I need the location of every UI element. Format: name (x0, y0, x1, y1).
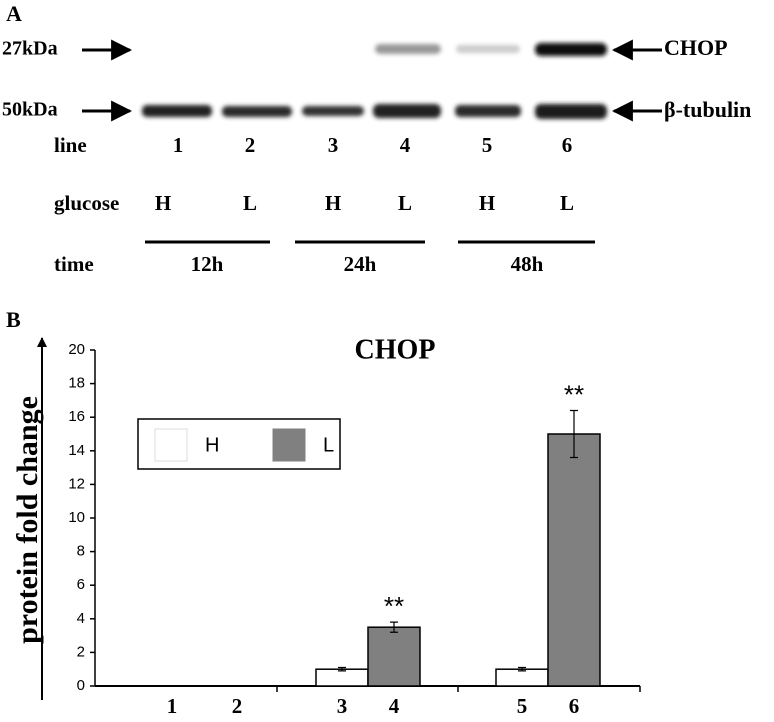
band (142, 105, 212, 117)
glucose-level: L (560, 191, 574, 215)
significance: ** (384, 591, 404, 621)
significance: ** (564, 379, 584, 409)
bar (315, 668, 369, 687)
glucose-level: L (398, 191, 412, 215)
y-tick-label: 8 (77, 543, 85, 560)
error-bar (518, 666, 526, 672)
y-tick-label: 6 (77, 576, 85, 593)
y-tick-label: 16 (68, 408, 85, 425)
band (455, 105, 521, 117)
lane-number: 1 (173, 133, 184, 157)
x-tick-label: 1 (167, 694, 178, 718)
glucose-level: H (155, 191, 171, 215)
band (375, 44, 441, 54)
protein-label: β-tubulin (664, 97, 751, 122)
lane-number: 3 (328, 133, 339, 157)
blot (142, 43, 607, 119)
y-tick-label: 10 (68, 509, 85, 526)
marker-label: 27kDa (2, 38, 58, 60)
y-tick-label: 0 (77, 677, 85, 694)
panel-label: A (6, 1, 22, 26)
row-label: time (54, 252, 94, 276)
y-axis-label: protein fold change (11, 396, 44, 644)
band (222, 106, 292, 117)
time-point: 12h (191, 252, 224, 276)
bar (547, 433, 601, 687)
lane-number: 4 (400, 133, 411, 157)
y-tick-label: 12 (68, 475, 85, 492)
x-tick-label: 3 (337, 694, 348, 718)
lane-number: 5 (482, 133, 493, 157)
band (302, 106, 364, 116)
lane-number: 2 (245, 133, 256, 157)
marker-label: 50kDa (2, 99, 58, 121)
band (535, 43, 607, 56)
legend-label: H (205, 434, 219, 456)
error-bar (390, 621, 398, 633)
glucose-level: L (243, 191, 257, 215)
x-tick-label: 5 (517, 694, 528, 718)
bar (495, 668, 549, 687)
row-label: glucose (54, 191, 119, 215)
panel-label: B (6, 307, 21, 332)
time-point: 48h (511, 252, 544, 276)
lane-number: 6 (562, 133, 573, 157)
row-label: line (54, 133, 87, 157)
band (373, 104, 441, 118)
band (535, 104, 607, 119)
y-tick-label: 18 (68, 375, 85, 392)
legend-swatch (154, 428, 188, 462)
glucose-level: H (325, 191, 341, 215)
time-point: 24h (344, 252, 377, 276)
legend-swatch (272, 428, 306, 462)
y-tick-label: 20 (68, 341, 85, 358)
error-bar (570, 409, 578, 459)
x-tick-label: 4 (389, 694, 400, 718)
y-tick-label: 4 (77, 610, 85, 627)
y-tick-label: 14 (68, 442, 85, 459)
chart-title: CHOP (355, 334, 436, 365)
bar (367, 626, 421, 687)
protein-label: CHOP (664, 35, 728, 60)
x-tick-label: 6 (569, 694, 580, 718)
y-tick-label: 2 (77, 643, 85, 660)
x-tick-label: 2 (232, 694, 243, 718)
error-bar (338, 666, 346, 672)
band (456, 45, 520, 53)
legend-label: L (323, 434, 334, 456)
glucose-level: H (479, 191, 495, 215)
